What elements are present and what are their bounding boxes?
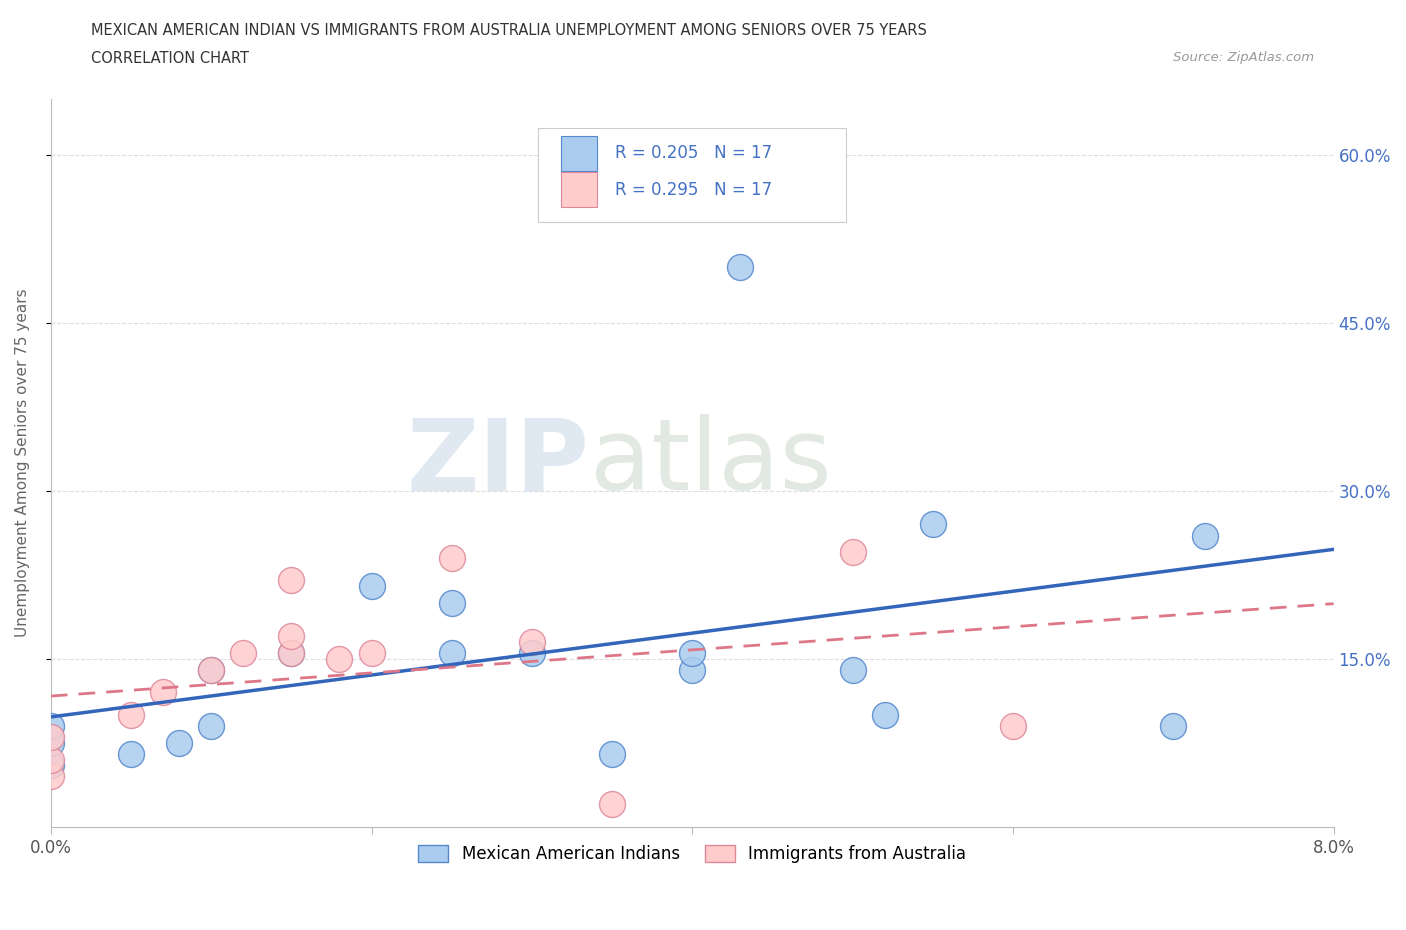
- Bar: [561, 136, 598, 171]
- Text: Source: ZipAtlas.com: Source: ZipAtlas.com: [1174, 51, 1315, 64]
- Point: [280, 645, 302, 660]
- Point: [600, 797, 623, 812]
- Point: [600, 747, 623, 762]
- Point: [1001, 719, 1024, 734]
- Bar: [561, 172, 598, 207]
- Text: R = 0.295   N = 17: R = 0.295 N = 17: [616, 180, 772, 199]
- Point: [120, 708, 142, 723]
- Text: atlas: atlas: [589, 414, 831, 512]
- Point: [280, 629, 302, 644]
- Point: [873, 708, 896, 723]
- Point: [280, 573, 302, 588]
- Point: [681, 645, 703, 660]
- Point: [328, 651, 350, 666]
- Bar: [538, 127, 846, 222]
- Point: [681, 662, 703, 677]
- Point: [520, 645, 543, 660]
- Point: [730, 259, 752, 274]
- Point: [39, 758, 62, 773]
- Point: [520, 634, 543, 649]
- Point: [200, 662, 222, 677]
- Point: [440, 551, 463, 565]
- Point: [280, 645, 302, 660]
- Point: [440, 595, 463, 610]
- Point: [841, 662, 863, 677]
- Legend: Mexican American Indians, Immigrants from Australia: Mexican American Indians, Immigrants fro…: [412, 838, 973, 870]
- Point: [39, 730, 62, 745]
- Y-axis label: Unemployment Among Seniors over 75 years: Unemployment Among Seniors over 75 years: [15, 288, 30, 637]
- Point: [200, 662, 222, 677]
- Text: R = 0.205   N = 17: R = 0.205 N = 17: [616, 144, 772, 163]
- Point: [39, 769, 62, 784]
- Point: [39, 719, 62, 734]
- Point: [200, 719, 222, 734]
- Point: [152, 684, 174, 699]
- Point: [921, 517, 943, 532]
- Text: MEXICAN AMERICAN INDIAN VS IMMIGRANTS FROM AUSTRALIA UNEMPLOYMENT AMONG SENIORS : MEXICAN AMERICAN INDIAN VS IMMIGRANTS FR…: [91, 23, 928, 38]
- Point: [360, 645, 382, 660]
- Point: [440, 645, 463, 660]
- Text: CORRELATION CHART: CORRELATION CHART: [91, 51, 249, 66]
- Point: [360, 578, 382, 593]
- Point: [167, 736, 190, 751]
- Point: [1194, 528, 1216, 543]
- Point: [1161, 719, 1184, 734]
- Point: [841, 545, 863, 560]
- Point: [39, 736, 62, 751]
- Point: [120, 747, 142, 762]
- Point: [39, 752, 62, 767]
- Text: ZIP: ZIP: [406, 414, 589, 512]
- Point: [232, 645, 254, 660]
